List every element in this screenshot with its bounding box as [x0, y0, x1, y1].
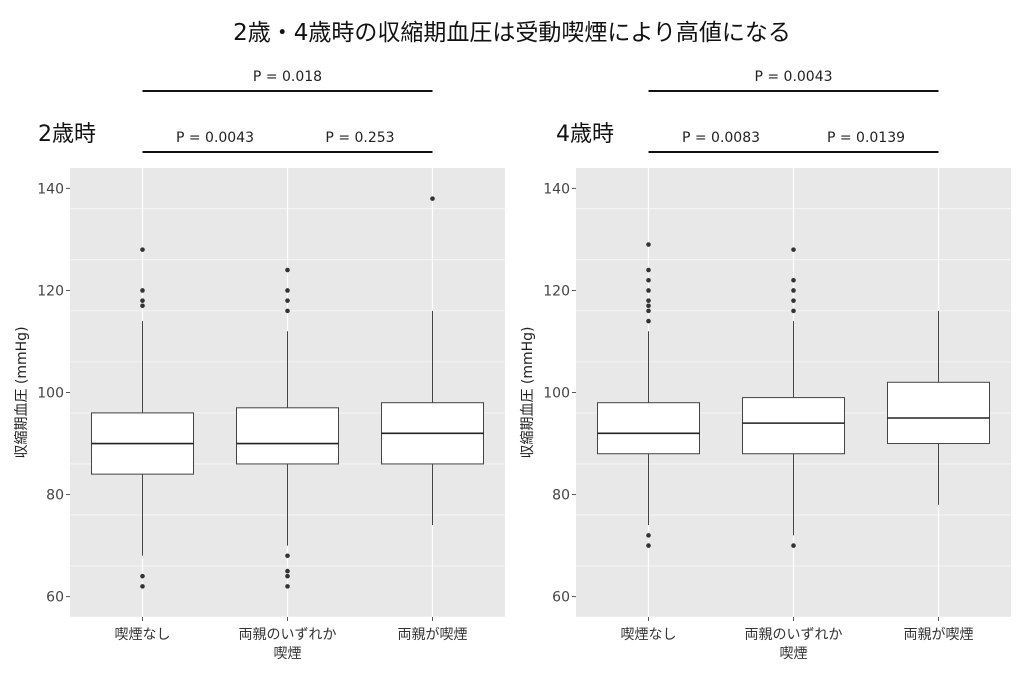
x-tick-label: 両親が喫煙	[904, 627, 974, 643]
outlier-point	[646, 533, 651, 538]
x-tick-label: 両親が喫煙	[398, 627, 468, 643]
outlier-point	[646, 318, 651, 324]
outlier-point	[646, 543, 651, 548]
outlier-point	[285, 288, 290, 293]
x-tick-label: 喫煙	[780, 646, 808, 662]
p-value-label: P = 0.018	[253, 69, 322, 85]
x-tick-label: 両親のいずれか	[239, 627, 337, 643]
outlier-point	[285, 568, 290, 574]
outlier-point	[646, 267, 651, 273]
box-2	[236, 267, 339, 589]
outlier-point	[430, 196, 435, 201]
iqr-box	[887, 381, 990, 445]
outlier-point	[285, 267, 290, 273]
y-tick-label: 60	[46, 590, 64, 606]
y-tick-label: 80	[552, 488, 570, 504]
panel-title: 4歳時	[556, 122, 614, 147]
p-value-label: P = 0.0043	[754, 69, 832, 85]
outlier-point	[140, 298, 145, 303]
outlier-point	[140, 573, 145, 579]
outlier-point	[285, 573, 290, 579]
outlier-point	[791, 308, 796, 314]
outlier-point	[791, 288, 796, 293]
y-tick-label: 100	[37, 386, 64, 402]
outlier-point	[140, 584, 145, 589]
outlier-point	[646, 298, 651, 303]
y-tick-label: 80	[46, 488, 64, 504]
outlier-point	[646, 303, 651, 309]
x-tick-label: 喫煙なし	[115, 627, 171, 643]
p-value-label: P = 0.0139	[827, 130, 905, 146]
outlier-point	[646, 277, 651, 283]
iqr-box	[597, 402, 700, 455]
outlier-point	[646, 288, 651, 293]
y-tick-label: 100	[543, 386, 570, 402]
outlier-point	[285, 584, 290, 589]
iqr-box	[236, 407, 339, 465]
y-tick-label: 120	[543, 283, 570, 299]
y-tick-label: 120	[37, 283, 64, 299]
outlier-point	[140, 247, 145, 252]
p-value-label: P = 0.0043	[176, 130, 254, 146]
outlier-point	[285, 308, 290, 314]
x-tick-label: 喫煙	[274, 646, 302, 662]
x-tick-label: 両親のいずれか	[745, 627, 843, 643]
iqr-box	[742, 397, 845, 455]
outlier-point	[285, 298, 290, 303]
box-2	[742, 247, 845, 548]
y-axis-label: 収縮期血圧 (mmHg)	[14, 326, 30, 458]
figure-title: 2歳・4歳時の収縮期血圧は受動喫煙により高値になる	[233, 20, 791, 46]
panel-title: 2歳時	[38, 122, 96, 147]
outlier-point	[646, 308, 651, 314]
box-3	[381, 196, 484, 526]
y-tick-label: 140	[543, 181, 570, 197]
outlier-point	[791, 247, 796, 252]
box-1	[597, 242, 700, 548]
y-axis-label: 収縮期血圧 (mmHg)	[520, 326, 536, 458]
outlier-point	[791, 298, 796, 303]
outlier-point	[140, 288, 145, 293]
box-3	[887, 310, 990, 505]
outlier-point	[646, 242, 651, 247]
y-tick-label: 140	[37, 181, 64, 197]
box-1	[91, 247, 194, 589]
outlier-point	[285, 553, 290, 559]
p-value-label: P = 0.253	[325, 130, 394, 146]
outlier-point	[140, 303, 145, 309]
outlier-point	[791, 543, 796, 548]
p-value-label: P = 0.0083	[682, 130, 760, 146]
y-tick-label: 60	[552, 590, 570, 606]
x-tick-label: 喫煙なし	[621, 627, 677, 643]
outlier-point	[791, 277, 796, 283]
